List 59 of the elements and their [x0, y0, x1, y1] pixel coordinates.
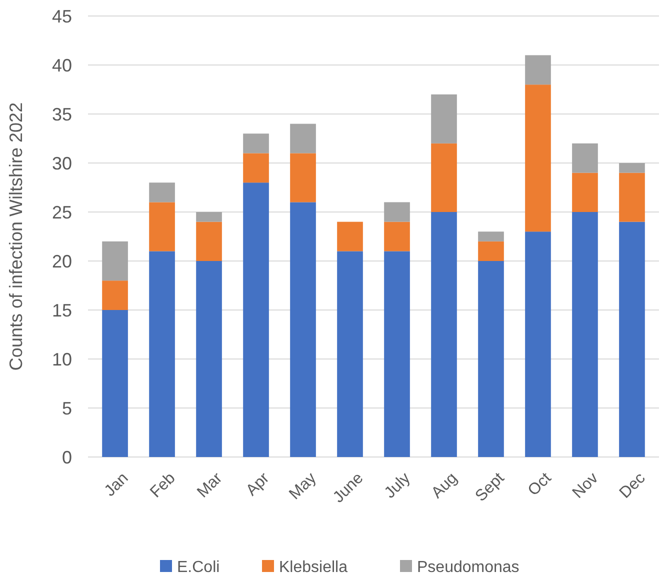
- legend-label: E.Coli: [177, 559, 220, 576]
- legend-label: Pseudomonas: [417, 559, 520, 576]
- bar: [478, 241, 504, 261]
- y-tick-label: 0: [62, 447, 72, 468]
- bar: [619, 222, 645, 457]
- bar: [337, 222, 363, 252]
- x-tick-label: July: [382, 470, 414, 502]
- bar: [149, 182, 175, 202]
- bar: [149, 202, 175, 252]
- bar: [431, 143, 457, 212]
- y-tick-label: 5: [62, 398, 72, 418]
- y-tick-label: 35: [52, 104, 72, 124]
- x-tick-label: Dec: [616, 470, 649, 502]
- y-tick-label: 15: [52, 300, 72, 320]
- x-tick-label: Mar: [194, 469, 226, 502]
- bar: [431, 94, 457, 144]
- bar: [290, 202, 316, 457]
- y-tick-label: 40: [52, 55, 72, 76]
- x-tick-label: Feb: [147, 470, 179, 502]
- x-tick-label: Oct: [525, 469, 556, 500]
- bar: [290, 153, 316, 202]
- y-axis-title: Counts of infection Wiltshire 2022: [6, 102, 26, 371]
- y-tick-label: 20: [52, 251, 72, 272]
- bar: [384, 202, 410, 222]
- bar: [384, 222, 410, 252]
- bar: [572, 143, 598, 173]
- x-tick-label: Jan: [102, 470, 132, 500]
- y-tick-label: 10: [52, 349, 72, 370]
- y-tick-label: 30: [52, 153, 72, 174]
- x-tick-label: Apr: [243, 469, 274, 500]
- bar: [478, 232, 504, 242]
- bar: [243, 134, 269, 154]
- y-tick-label: 45: [52, 6, 72, 26]
- bar: [431, 212, 457, 457]
- x-tick-label: Nov: [570, 470, 602, 502]
- bar: [102, 310, 128, 457]
- legend-label: Klebsiella: [279, 559, 348, 576]
- bar: [196, 222, 222, 261]
- bar: [478, 261, 504, 457]
- bar: [290, 124, 316, 154]
- bar: [102, 241, 128, 281]
- bar: [243, 182, 269, 457]
- bar: [196, 212, 222, 222]
- x-tick-label: Aug: [428, 470, 461, 502]
- bar: [619, 172, 645, 222]
- bar: [243, 153, 269, 183]
- x-tick-label: May: [286, 470, 320, 504]
- bar: [149, 251, 175, 457]
- bar: [196, 261, 222, 457]
- bar: [525, 55, 551, 85]
- bar: [102, 280, 128, 310]
- bar: [619, 163, 645, 173]
- bar: [525, 232, 551, 457]
- bar: [572, 172, 598, 212]
- y-tick-label: 25: [52, 202, 72, 222]
- bar: [572, 212, 598, 457]
- bar: [384, 251, 410, 457]
- bar: [337, 251, 363, 457]
- bar: [525, 84, 551, 232]
